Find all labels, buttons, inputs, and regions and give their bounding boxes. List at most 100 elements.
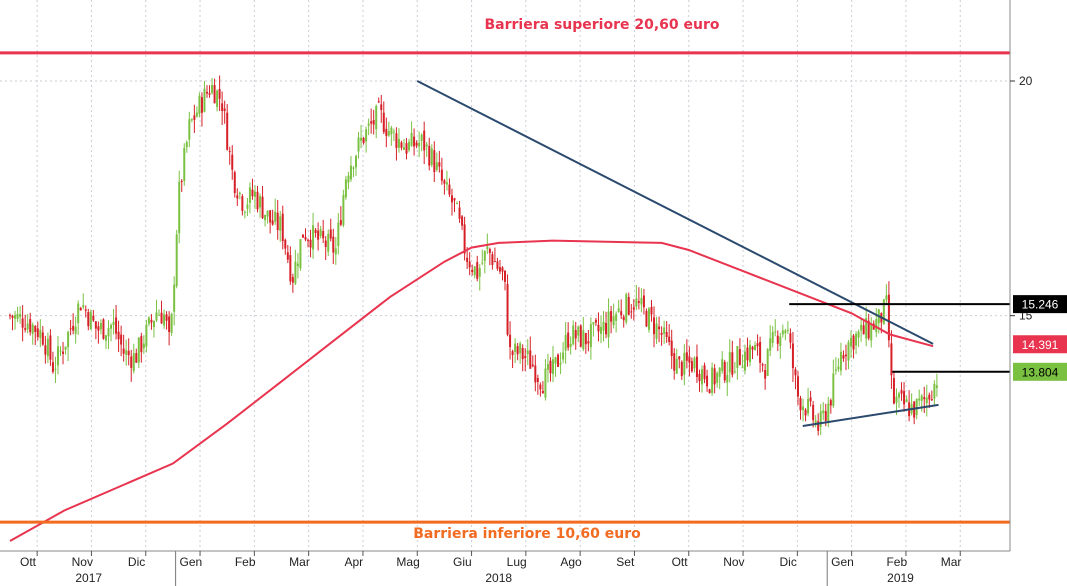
- candle-body: [610, 311, 613, 322]
- candle-body: [766, 349, 769, 376]
- candle-body: [605, 323, 608, 335]
- candle-body: [155, 312, 158, 321]
- candle-body: [597, 324, 600, 332]
- candle-body: [443, 180, 446, 184]
- candle-body: [319, 229, 322, 236]
- candle-body: [920, 395, 923, 401]
- candle-body: [79, 308, 82, 311]
- x-tick-label: Nov: [72, 555, 93, 569]
- candle-body: [223, 108, 226, 111]
- candle-body: [127, 350, 130, 356]
- trend-line: [802, 403, 939, 427]
- candle-body: [382, 112, 385, 133]
- candle-body: [56, 346, 59, 366]
- candle-body: [180, 180, 183, 183]
- candle-body: [759, 341, 762, 363]
- candle-body: [11, 315, 14, 318]
- candle-body: [814, 420, 817, 424]
- candle-body: [173, 284, 176, 312]
- x-tick-label: Mag: [396, 555, 419, 569]
- price-tag-label: 14.391: [1022, 338, 1059, 352]
- candle-body: [486, 246, 489, 249]
- candle-body: [107, 327, 110, 337]
- candle-body: [289, 255, 292, 282]
- candle-body: [276, 212, 279, 230]
- candle-body: [246, 204, 249, 209]
- candle-body: [579, 325, 582, 347]
- trend-lines: [416, 80, 939, 427]
- candle-body: [296, 263, 299, 267]
- candle-body: [536, 378, 539, 383]
- candle-body: [675, 358, 678, 374]
- x-tick-label: Giu: [453, 555, 472, 569]
- candle-body: [587, 341, 590, 344]
- candle-body: [496, 261, 499, 269]
- candle-body: [776, 335, 779, 344]
- candle-body: [410, 133, 413, 146]
- candle-body: [519, 343, 522, 354]
- candle-body: [39, 329, 42, 338]
- candle-body: [130, 356, 133, 368]
- candle-body: [928, 394, 931, 400]
- candle-body: [743, 351, 746, 371]
- candle-body: [630, 311, 633, 313]
- price-tag-label: 13.804: [1022, 365, 1059, 379]
- candle-body: [898, 393, 901, 398]
- candle-body: [647, 308, 650, 330]
- candle-body: [779, 336, 782, 346]
- candle-body: [529, 350, 532, 369]
- candle-body: [19, 314, 22, 318]
- candle-body: [887, 294, 890, 341]
- candle-body: [375, 105, 378, 130]
- candle-body: [120, 334, 123, 345]
- grid: [0, 0, 1010, 551]
- candle-body: [501, 267, 504, 272]
- candle-body: [102, 319, 105, 339]
- candle-body: [668, 336, 671, 342]
- candle-body: [673, 353, 676, 371]
- candle-body: [506, 284, 509, 335]
- candle-body: [69, 328, 72, 330]
- candle-body: [253, 191, 256, 197]
- candle-body: [112, 321, 115, 325]
- candle-body: [168, 316, 171, 333]
- candle-body: [425, 144, 428, 147]
- candle-body: [559, 363, 562, 365]
- candle-body: [301, 234, 304, 238]
- candle-body: [46, 338, 49, 357]
- candle-body: [438, 162, 441, 167]
- candle-body: [327, 233, 330, 252]
- candle-body: [132, 353, 135, 372]
- candle-body: [440, 169, 443, 181]
- x-tick-label: Feb: [235, 555, 256, 569]
- candle-body: [531, 364, 534, 367]
- price-tag-label: 15.246: [1022, 298, 1059, 312]
- candle-body: [839, 351, 842, 371]
- candle-body: [577, 326, 580, 336]
- candle-body: [930, 399, 933, 401]
- candle-body: [925, 397, 928, 404]
- candle-body: [97, 326, 100, 331]
- candle-body: [377, 101, 380, 103]
- x-tick-label: Ago: [560, 555, 582, 569]
- candle-body: [711, 367, 714, 393]
- candle-body: [476, 262, 479, 279]
- candle-body: [21, 318, 24, 328]
- price-tag-box: [1013, 335, 1067, 354]
- candle-body: [708, 389, 711, 394]
- candle-body: [663, 327, 666, 334]
- candle-body: [294, 261, 297, 284]
- candle-body: [104, 335, 107, 341]
- candle-body: [211, 84, 214, 94]
- candle-body: [195, 112, 198, 117]
- candle-body: [481, 262, 484, 264]
- candle-body: [435, 162, 438, 170]
- price-tag-box: [1013, 295, 1067, 314]
- candle-body: [117, 331, 120, 340]
- candle-body: [688, 356, 691, 363]
- candle-body: [718, 367, 721, 377]
- candle-body: [471, 269, 474, 272]
- candle-body: [332, 236, 335, 253]
- upper-barrier-label: Barriera superiore 20,60 euro: [485, 17, 720, 33]
- x-axis-year-labels: 2017 2018 2019: [75, 551, 914, 586]
